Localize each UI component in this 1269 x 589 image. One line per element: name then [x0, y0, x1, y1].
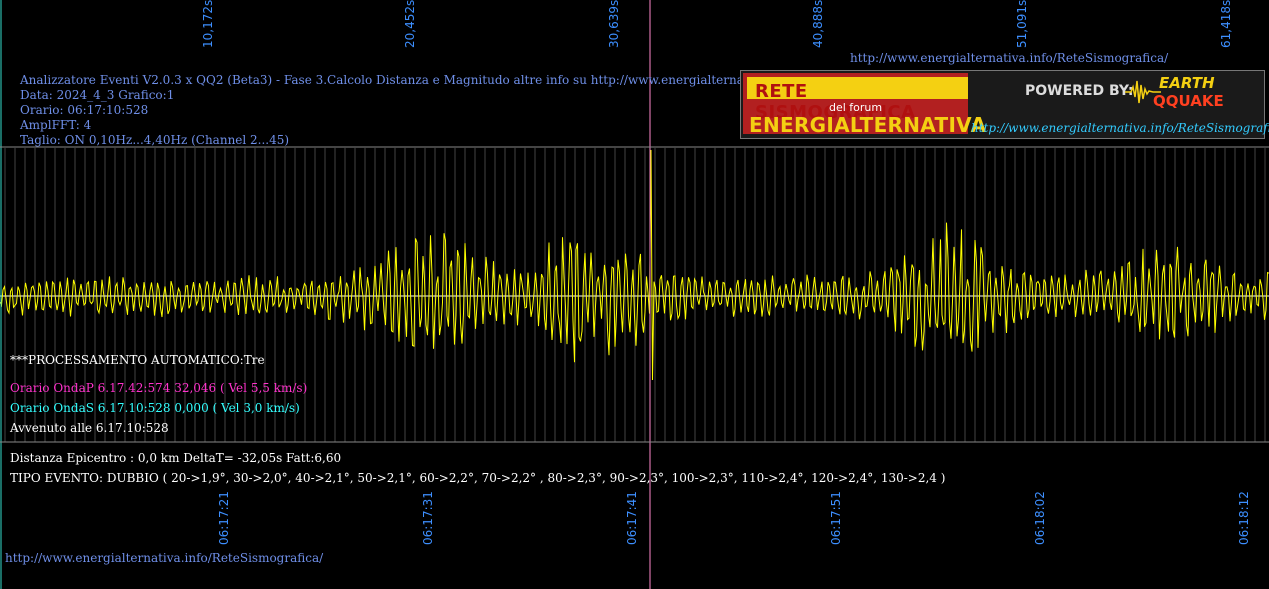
time-tick-label: 06:17:51	[829, 491, 843, 545]
header-filter: Taglio: ON 0,10Hz...4,40Hz (Channel 2...…	[20, 133, 290, 147]
time-tick-label: 06:17:41	[625, 491, 639, 545]
event-type: TIPO EVENTO: DUBBIO ( 20->1,9°, 30->2,0°…	[10, 471, 946, 485]
top-url-link[interactable]: http://www.energialternativa.info/ReteSi…	[850, 51, 1169, 65]
header-time: Orario: 06:17:10:528	[20, 103, 149, 117]
rete-sismografica-logo[interactable]: RETE SISMOGRAFICA del forum ENERGIALTERN…	[740, 70, 1269, 139]
onda-p-info: Orario OndaP 6.17.42:574 32,046 ( Vel 5,…	[10, 381, 308, 395]
bottom-url-link[interactable]: http://www.energialternativa.info/ReteSi…	[5, 551, 324, 565]
header-date: Data: 2024_4_3 Grafico:1	[20, 88, 175, 102]
epicenter-distance: Distanza Epicentro : 0,0 km DeltaT= -32,…	[10, 451, 342, 465]
header-amplfft: AmplFFT: 4	[20, 118, 92, 132]
logo-brand: ENERGIALTERNATIVA	[749, 113, 987, 137]
logo-subtitle: del forum	[829, 101, 883, 114]
seismic-trace	[0, 149, 1269, 381]
seconds-tick-label: 20,452s	[403, 0, 417, 48]
seismograph-icon	[1125, 80, 1161, 104]
time-tick-label: 06:17:31	[421, 491, 435, 545]
seconds-tick-label: 61,418s	[1219, 0, 1233, 48]
logo-qquake: QQUAKE	[1153, 92, 1224, 110]
logo-powered-by: POWERED BY:	[1025, 83, 1134, 99]
header-title: Analizzatore Eventi V2.0.3 x QQ2 (Beta3)…	[20, 73, 856, 87]
logo-earth: EARTH	[1159, 74, 1215, 92]
logo-red-panel: RETE SISMOGRAFICA del forum ENERGIALTERN…	[743, 73, 986, 137]
seconds-tick-label: 10,172s	[201, 0, 215, 48]
processing-status: ***PROCESSAMENTO AUTOMATICO:Tre	[10, 353, 265, 367]
time-tick-label: 06:17:21	[217, 491, 231, 545]
logo-title: RETE SISMOGRAFICA	[755, 81, 916, 123]
logo-yellow-band: RETE SISMOGRAFICA	[747, 77, 968, 123]
onda-s-info: Orario OndaS 6.17.10:528 0,000 ( Vel 3,0…	[10, 401, 300, 415]
logo-url[interactable]: http://www.energialternativa.info/ReteSi…	[971, 121, 1269, 135]
seconds-tick-label: 30,639s	[607, 0, 621, 48]
seconds-tick-label: 40,888s	[811, 0, 825, 48]
seconds-tick-label: 51,091s	[1015, 0, 1029, 48]
time-tick-label: 06:18:12	[1237, 491, 1251, 545]
event-time-info: Avvenuto alle 6.17.10:528	[10, 421, 169, 435]
time-tick-label: 06:18:02	[1033, 491, 1047, 545]
